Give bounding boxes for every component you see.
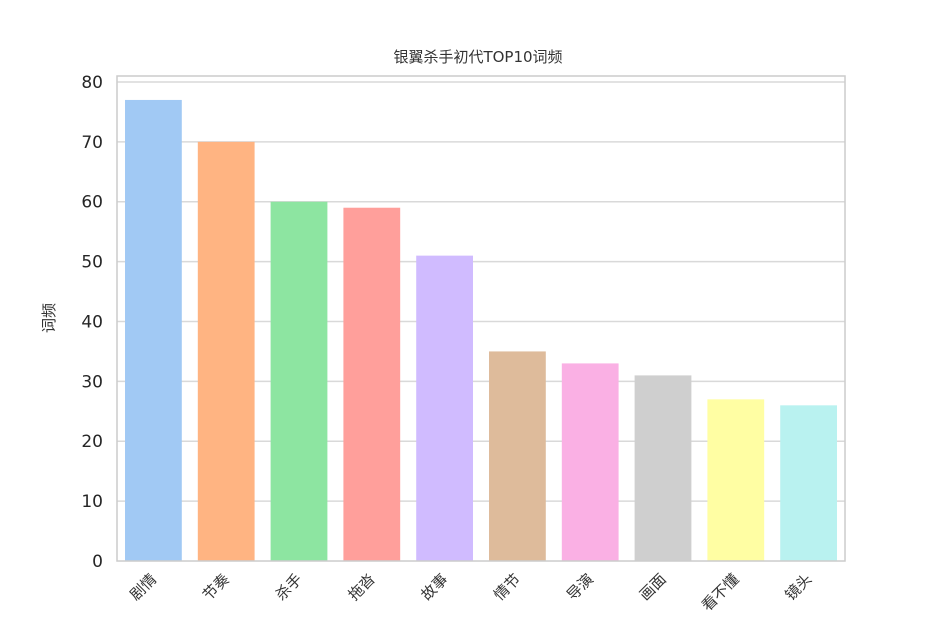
y-tick-label: 20 <box>81 432 103 452</box>
bar-3 <box>270 201 328 562</box>
y-tick-label: 0 <box>92 552 103 572</box>
y-tick-labels: 0 10 20 30 40 50 60 70 80 <box>81 73 103 572</box>
y-tick-label: 70 <box>81 133 103 153</box>
bar-10 <box>780 405 837 561</box>
bar-1 <box>125 99 182 561</box>
bar-9 <box>707 399 765 561</box>
y-tick-label: 50 <box>81 253 103 273</box>
plot-frame <box>116 75 846 562</box>
bar-4 <box>343 207 401 561</box>
y-tick-label: 30 <box>81 372 103 392</box>
bars <box>125 99 837 562</box>
y-tick-label: 80 <box>81 73 103 93</box>
bar-2 <box>197 141 255 561</box>
bar-6 <box>489 351 546 561</box>
bar-5 <box>416 255 473 561</box>
bar-8 <box>634 375 692 561</box>
y-tick-label: 60 <box>81 193 103 213</box>
bar-7 <box>561 363 619 561</box>
y-tick-label: 10 <box>81 492 103 512</box>
y-axis-label: 词频 <box>40 303 58 333</box>
chart-title: 银翼杀手初代TOP10词频 <box>393 48 562 66</box>
y-tick-label: 40 <box>81 312 103 332</box>
